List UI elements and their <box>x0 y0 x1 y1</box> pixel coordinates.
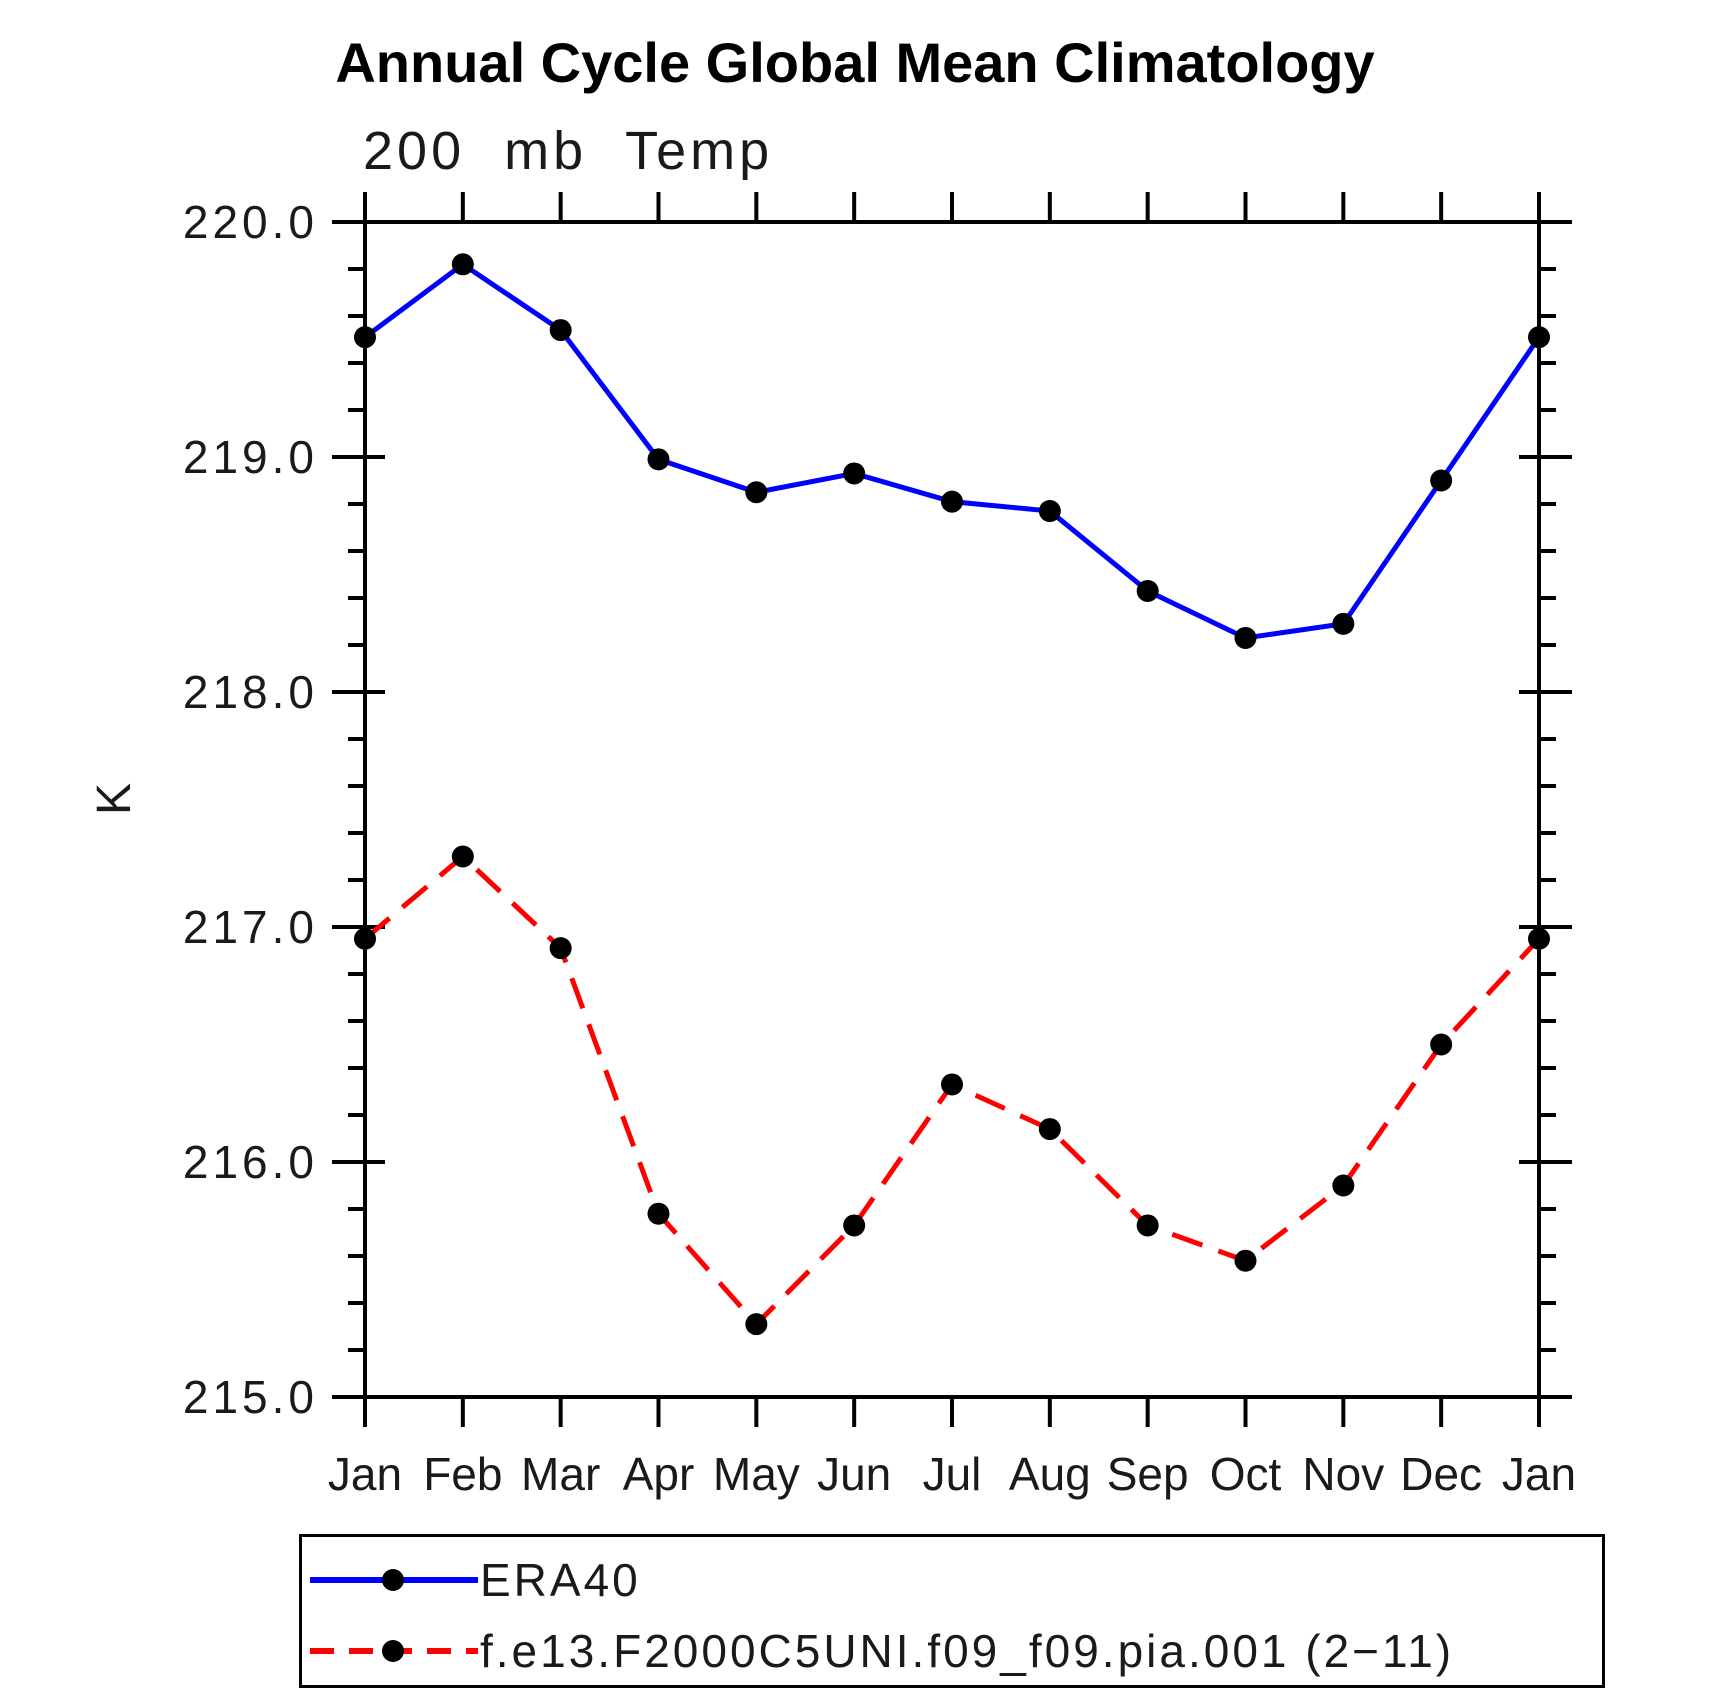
data-point-0 <box>1430 469 1453 492</box>
data-point-1 <box>1038 1118 1061 1141</box>
data-point-1 <box>1332 1174 1355 1197</box>
data-point-1 <box>549 937 572 960</box>
legend-sample-solid-line <box>310 1569 478 1591</box>
data-point-0 <box>1038 500 1061 523</box>
x-tick-label: Feb <box>423 1448 502 1500</box>
plot-frame <box>363 220 1541 1399</box>
y-tick-label: 220.0 <box>183 196 318 248</box>
y-tick-label: 218.0 <box>183 666 318 718</box>
x-tick-label: Oct <box>1210 1448 1282 1500</box>
data-point-0 <box>451 253 474 276</box>
data-point-1 <box>745 1313 768 1336</box>
data-point-1 <box>647 1202 670 1225</box>
series-line-0 <box>363 261 1542 641</box>
legend-entry-era40: ERA40 <box>302 1554 1602 1606</box>
y-tick-label: 215.0 <box>183 1371 318 1423</box>
data-point-0 <box>1234 626 1257 649</box>
legend-box: ERA40 f.e13.F2000C5UNI.f09_f09.pia.001 (… <box>299 1534 1605 1688</box>
data-point-1 <box>354 927 376 950</box>
data-point-0 <box>1136 579 1159 602</box>
x-tick-label: Jun <box>817 1448 891 1500</box>
x-tick-label: Sep <box>1107 1448 1189 1500</box>
legend-label-era40: ERA40 <box>480 1554 641 1606</box>
x-tick-label: Aug <box>1009 1448 1091 1500</box>
data-point-1 <box>1528 927 1550 950</box>
data-point-1 <box>941 1073 963 1096</box>
x-tick-label: Jan <box>328 1448 402 1500</box>
y-tick-label: 217.0 <box>183 901 318 953</box>
y-tick-label: 219.0 <box>183 431 318 483</box>
data-point-0 <box>843 462 866 485</box>
x-tick-label: Dec <box>1400 1448 1482 1500</box>
x-tick-label: Mar <box>521 1448 600 1500</box>
data-point-0 <box>647 448 670 471</box>
data-point-1 <box>1136 1214 1159 1237</box>
chart-title: Annual Cycle Global Mean Climatology <box>335 31 1375 94</box>
chart-subtitle: 200 mb Temp <box>363 121 774 181</box>
data-point-0 <box>354 326 376 349</box>
data-point-0 <box>1332 612 1355 635</box>
legend-entry-model: f.e13.F2000C5UNI.f09_f09.pia.001 (2−11) <box>302 1625 1602 1677</box>
data-point-1 <box>843 1214 866 1237</box>
x-tick-label: Apr <box>623 1448 695 1500</box>
data-point-0 <box>1528 326 1550 349</box>
legend-label-model: f.e13.F2000C5UNI.f09_f09.pia.001 (2−11) <box>480 1625 1455 1677</box>
x-tick-label: May <box>713 1448 800 1500</box>
x-tick-label: Jan <box>1502 1448 1576 1500</box>
data-point-0 <box>745 481 768 504</box>
data-point-0 <box>941 490 963 513</box>
data-point-1 <box>1234 1249 1257 1272</box>
x-tick-label: Nov <box>1302 1448 1384 1500</box>
data-point-0 <box>549 319 572 342</box>
y-tick-label: 216.0 <box>183 1136 318 1188</box>
x-tick-label: Jul <box>923 1448 982 1500</box>
legend-sample-dashed-line <box>310 1640 478 1662</box>
data-point-1 <box>1430 1033 1453 1056</box>
data-point-1 <box>451 845 474 868</box>
